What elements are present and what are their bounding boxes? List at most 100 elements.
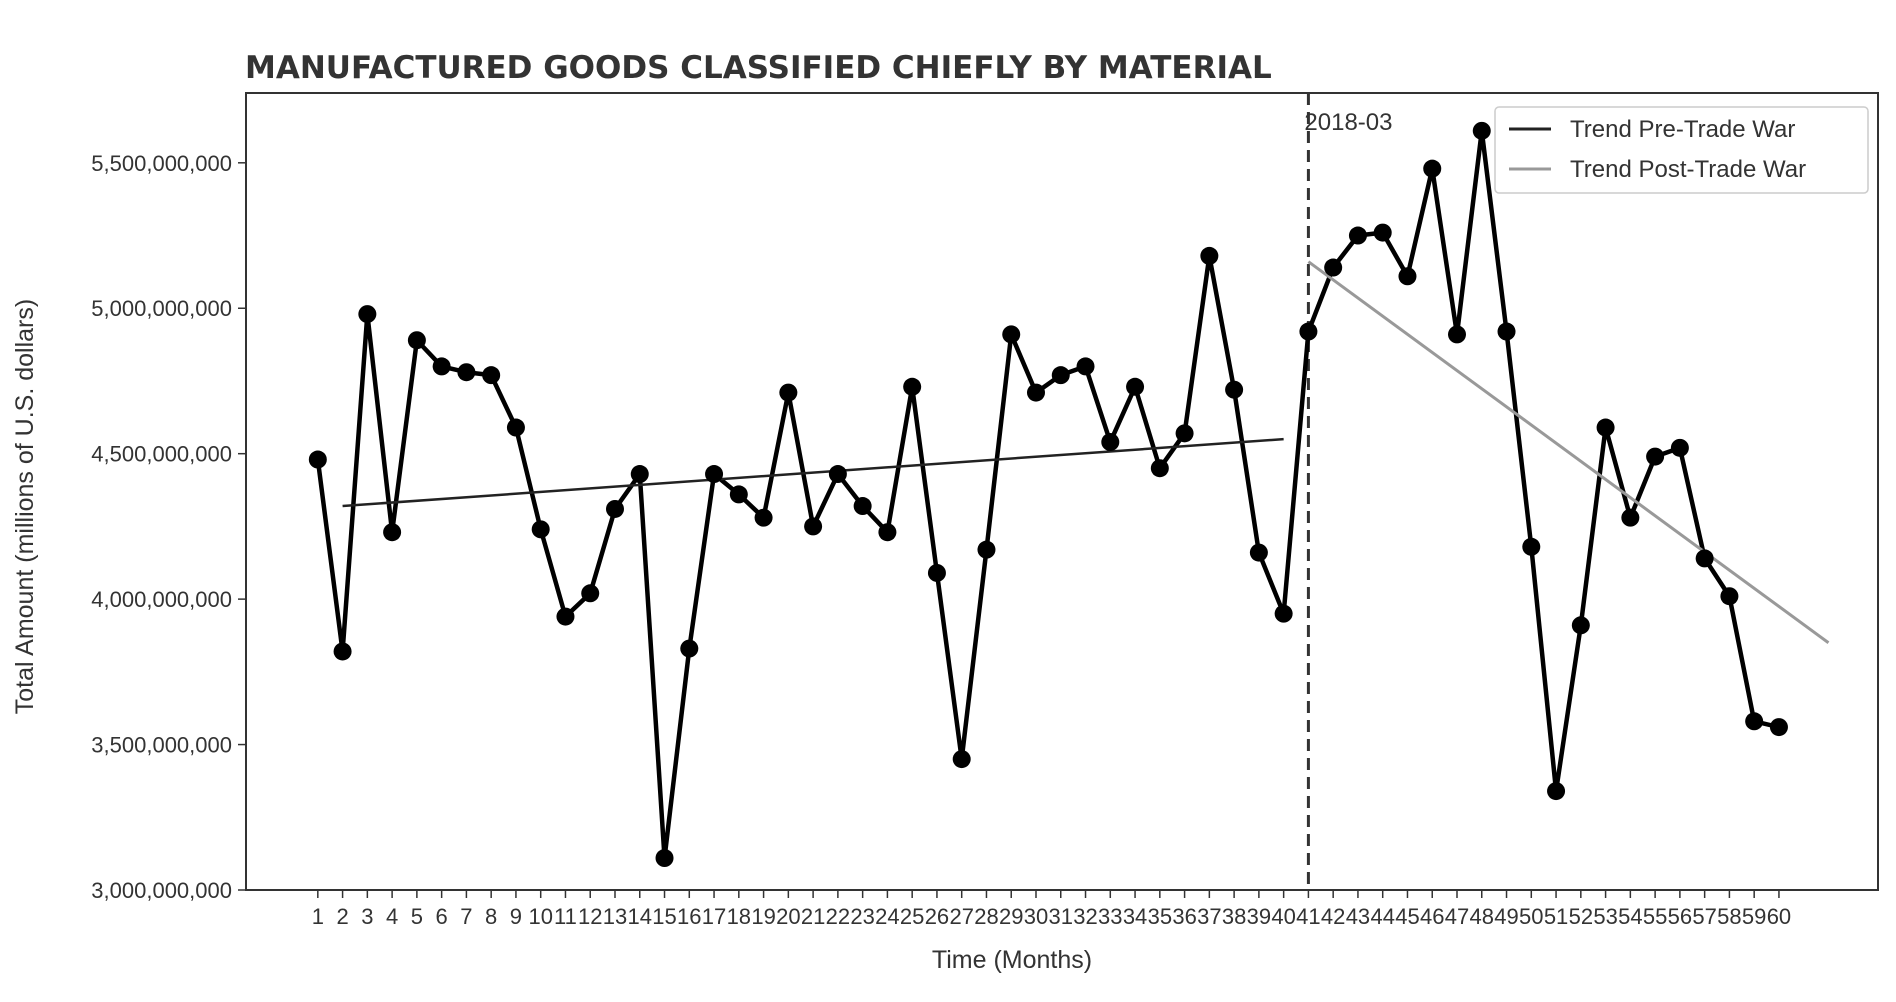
x-tick-label: 50 (1519, 904, 1543, 929)
x-tick-label: 39 (1247, 904, 1271, 929)
data-point (1175, 424, 1194, 443)
x-tick-label: 16 (677, 904, 701, 929)
x-tick-label: 23 (850, 904, 874, 929)
legend-label: Trend Post-Trade War (1570, 156, 1806, 183)
x-tick-label: 24 (875, 904, 899, 929)
event-line-label: 2018-03 (1304, 109, 1392, 136)
data-point (1596, 418, 1615, 437)
data-point (1522, 537, 1541, 556)
x-tick-label: 6 (436, 904, 448, 929)
data-point (457, 363, 476, 382)
data-point (531, 520, 550, 539)
data-point (903, 377, 922, 396)
x-tick-label: 25 (900, 904, 924, 929)
trend-pre-trade-war-line (342, 437, 1284, 508)
data-point (878, 523, 897, 542)
x-tick-label: 56 (1668, 904, 1692, 929)
data-point (655, 849, 674, 868)
x-axis-label: Time (Months) (932, 946, 1092, 974)
legend: Trend Pre-Trade War Trend Post-Trade War (1494, 106, 1869, 194)
x-tick-label: 9 (510, 904, 522, 929)
data-point (1447, 325, 1466, 344)
y-tick-label: 5,500,000,000 (91, 151, 232, 176)
x-tick-label: 58 (1717, 904, 1741, 929)
x-tick-label: 52 (1569, 904, 1593, 929)
data-point (754, 508, 773, 527)
x-tick-label: 53 (1593, 904, 1617, 929)
data-point (1472, 121, 1491, 140)
data-point (432, 357, 451, 376)
x-tick-label: 8 (485, 904, 497, 929)
chart-title: MANUFACTURED GOODS CLASSIFIED CHIEFLY BY… (245, 50, 1272, 86)
x-tick-label: 43 (1346, 904, 1370, 929)
data-point (927, 563, 946, 582)
x-tick-label: 10 (528, 904, 552, 929)
x-tick-label: 45 (1395, 904, 1419, 929)
data-point (308, 450, 327, 469)
trend-post-trade-war-line (1307, 260, 1830, 644)
x-tick-label: 12 (578, 904, 602, 929)
x-tick-label: 14 (628, 904, 652, 929)
data-point (482, 366, 501, 385)
data-point (853, 497, 872, 516)
legend-label: Trend Pre-Trade War (1570, 116, 1795, 143)
x-tick-label: 26 (925, 904, 949, 929)
data-point (1101, 433, 1120, 452)
y-tick-label: 4,000,000,000 (91, 587, 232, 612)
data-point (1299, 322, 1318, 341)
y-tick-label: 3,500,000,000 (91, 733, 232, 758)
x-tick-label: 32 (1073, 904, 1097, 929)
data-point (1373, 223, 1392, 242)
x-tick-label: 44 (1370, 904, 1394, 929)
data-point (1026, 383, 1045, 402)
x-tick-label: 51 (1544, 904, 1568, 929)
x-tick-label: 41 (1296, 904, 1320, 929)
data-point (952, 750, 971, 769)
x-tick-label: 11 (554, 904, 577, 929)
x-tick-label: 40 (1271, 904, 1295, 929)
data-point (1126, 377, 1145, 396)
data-point (1745, 712, 1764, 731)
data-point (1670, 438, 1689, 457)
data-point (729, 485, 748, 504)
data-point (1249, 543, 1268, 562)
data-point (977, 540, 996, 559)
data-point (383, 523, 402, 542)
x-tick-label: 13 (603, 904, 627, 929)
x-tick-label: 55 (1643, 904, 1667, 929)
x-tick-label: 21 (801, 904, 825, 929)
plot-frame (245, 92, 1879, 891)
data-point (1051, 366, 1070, 385)
data-point (1398, 267, 1417, 286)
x-tick-label: 19 (751, 904, 775, 929)
x-tick-label: 38 (1222, 904, 1246, 929)
x-tick-label: 49 (1494, 904, 1518, 929)
data-point (1225, 380, 1244, 399)
data-point (1720, 587, 1739, 606)
legend-box (1494, 106, 1869, 194)
data-point (1621, 508, 1640, 527)
x-tick-label: 2 (336, 904, 348, 929)
x-tick-label: 31 (1049, 904, 1073, 929)
data-point (581, 584, 600, 603)
data-point (333, 642, 352, 661)
data-point (1348, 226, 1367, 245)
data-point (556, 607, 575, 626)
data-point (1497, 322, 1516, 341)
x-tick-label: 59 (1742, 904, 1766, 929)
data-point (804, 517, 823, 536)
x-tick-label: 33 (1098, 904, 1122, 929)
data-point (358, 305, 377, 324)
x-tick-label: 7 (460, 904, 472, 929)
data-point (605, 499, 624, 518)
data-point (828, 465, 847, 484)
data-point (1646, 447, 1665, 466)
data-point (1150, 459, 1169, 478)
x-tick-label: 30 (1024, 904, 1048, 929)
y-tick-label: 3,000,000,000 (91, 878, 232, 903)
data-point (1324, 258, 1343, 277)
x-tick-label: 29 (999, 904, 1023, 929)
x-tick-label: 42 (1321, 904, 1345, 929)
data-point (1002, 325, 1021, 344)
